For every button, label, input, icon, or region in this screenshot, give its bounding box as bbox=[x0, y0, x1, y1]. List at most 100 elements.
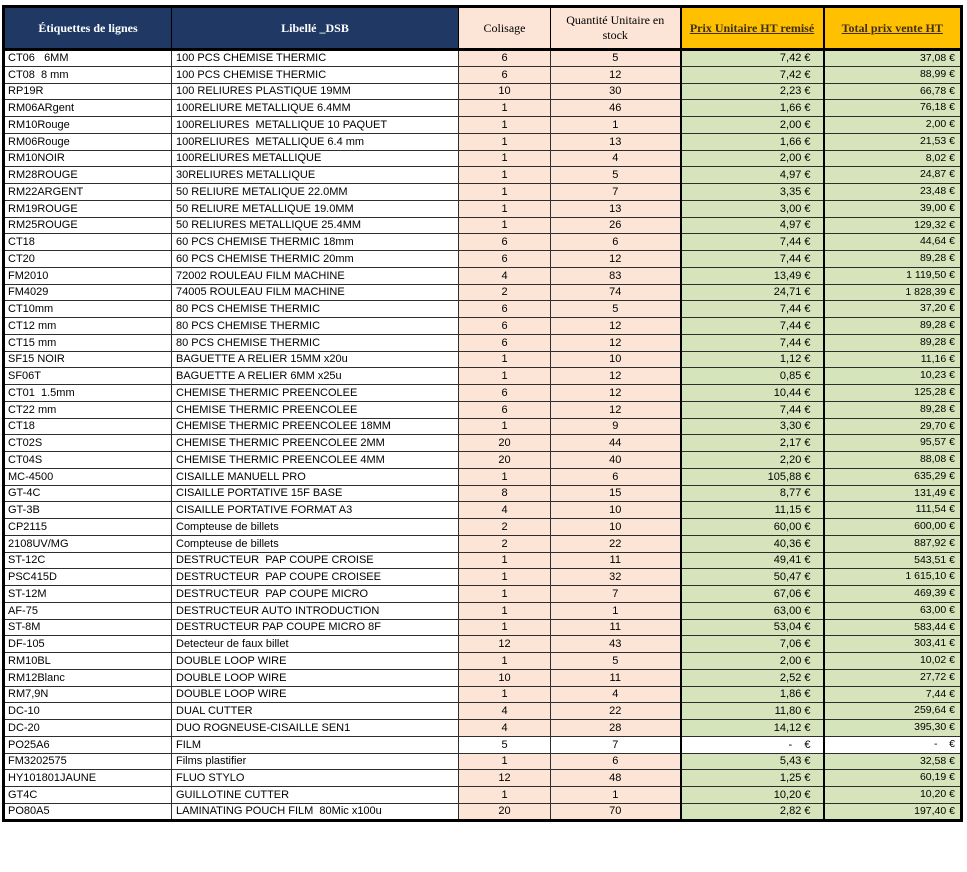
cell-total[interactable]: 44,64 € bbox=[822, 233, 962, 251]
cell-colisage[interactable]: 1 bbox=[458, 216, 551, 235]
cell-prix[interactable]: 13,49 € bbox=[679, 266, 824, 285]
cell-quantite[interactable]: 40 bbox=[550, 451, 681, 469]
cell-prix[interactable]: 2,17 € bbox=[679, 434, 824, 452]
cell-quantite[interactable]: 12 bbox=[550, 65, 681, 84]
header-etiquettes-de-lignes[interactable]: Étiquettes de lignes bbox=[3, 6, 172, 51]
cell-total[interactable]: 63,00 € bbox=[822, 601, 962, 620]
cell-colisage[interactable]: 1 bbox=[458, 652, 551, 670]
cell-quantite[interactable]: 74 bbox=[550, 283, 681, 302]
cell-total[interactable]: 89,28 € bbox=[822, 317, 962, 335]
cell-libelle[interactable]: DUAL CUTTER bbox=[171, 702, 459, 720]
cell-prix[interactable]: 7,44 € bbox=[679, 333, 824, 352]
cell-etiquette[interactable]: ST-12M bbox=[3, 585, 172, 603]
cell-total[interactable]: 131,49 € bbox=[822, 484, 962, 503]
cell-total[interactable]: 125,28 € bbox=[822, 384, 962, 402]
cell-prix[interactable]: 11,80 € bbox=[679, 702, 824, 720]
cell-etiquette[interactable]: ST-8M bbox=[3, 618, 172, 637]
cell-quantite[interactable]: 12 bbox=[550, 367, 681, 385]
cell-colisage[interactable]: 1 bbox=[458, 350, 551, 369]
cell-colisage[interactable]: 8 bbox=[458, 484, 551, 503]
cell-quantite[interactable]: 22 bbox=[550, 534, 681, 553]
cell-quantite[interactable]: 11 bbox=[550, 551, 681, 570]
cell-quantite[interactable]: 4 bbox=[550, 685, 681, 704]
cell-quantite[interactable]: 43 bbox=[550, 635, 681, 653]
cell-etiquette[interactable]: CT10mm bbox=[3, 300, 172, 318]
cell-total[interactable]: 60,19 € bbox=[822, 769, 962, 787]
cell-etiquette[interactable]: DC-10 bbox=[3, 702, 172, 720]
cell-quantite[interactable]: 5 bbox=[550, 49, 681, 67]
cell-prix[interactable]: 60,00 € bbox=[679, 518, 824, 536]
cell-etiquette[interactable]: PO25A6 bbox=[3, 735, 172, 754]
cell-total[interactable]: 29,70 € bbox=[822, 417, 962, 436]
cell-total[interactable]: 111,54 € bbox=[822, 501, 962, 519]
cell-colisage[interactable]: 6 bbox=[458, 400, 551, 419]
header-prix-unitaire-remise[interactable]: Prix Unitaire HT remisé bbox=[679, 6, 824, 51]
cell-total[interactable]: 887,92 € bbox=[822, 534, 962, 553]
cell-quantite[interactable]: 7 bbox=[550, 585, 681, 603]
cell-libelle[interactable]: 80 PCS CHEMISE THERMIC bbox=[171, 333, 459, 352]
cell-etiquette[interactable]: GT4C bbox=[3, 786, 172, 804]
cell-prix[interactable]: 2,00 € bbox=[679, 652, 824, 670]
cell-etiquette[interactable]: RM12Blanc bbox=[3, 668, 172, 687]
cell-quantite[interactable]: 1 bbox=[550, 601, 681, 620]
cell-total[interactable]: - € bbox=[822, 735, 962, 754]
cell-etiquette[interactable]: 2108UV/MG bbox=[3, 534, 172, 553]
cell-libelle[interactable]: 50 RELIURE METALLIQUE 19.0MM bbox=[171, 199, 459, 218]
cell-total[interactable]: 2,00 € bbox=[822, 116, 962, 134]
cell-colisage[interactable]: 20 bbox=[458, 451, 551, 469]
cell-etiquette[interactable]: RM10Rouge bbox=[3, 116, 172, 134]
cell-libelle[interactable]: CHEMISE THERMIC PREENCOLEE 2MM bbox=[171, 434, 459, 452]
cell-prix[interactable]: 7,44 € bbox=[679, 317, 824, 335]
cell-total[interactable]: 24,87 € bbox=[822, 166, 962, 184]
cell-prix[interactable]: 11,15 € bbox=[679, 501, 824, 519]
cell-prix[interactable]: 8,77 € bbox=[679, 484, 824, 503]
cell-prix[interactable]: 1,86 € bbox=[679, 685, 824, 704]
cell-etiquette[interactable]: MC-4500 bbox=[3, 467, 172, 486]
cell-quantite[interactable]: 10 bbox=[550, 518, 681, 536]
cell-total[interactable]: 583,44 € bbox=[822, 618, 962, 637]
cell-libelle[interactable]: DOUBLE LOOP WIRE bbox=[171, 668, 459, 687]
cell-total[interactable]: 197,40 € bbox=[822, 802, 962, 821]
cell-prix[interactable]: - € bbox=[679, 735, 824, 754]
cell-libelle[interactable]: CHEMISE THERMIC PREENCOLEE bbox=[171, 384, 459, 402]
cell-prix[interactable]: 7,44 € bbox=[679, 233, 824, 251]
cell-quantite[interactable]: 30 bbox=[550, 82, 681, 101]
cell-total[interactable]: 303,41 € bbox=[822, 635, 962, 653]
cell-etiquette[interactable]: CT06 6MM bbox=[3, 49, 172, 67]
cell-total[interactable]: 27,72 € bbox=[822, 668, 962, 687]
cell-colisage[interactable]: 6 bbox=[458, 333, 551, 352]
cell-prix[interactable]: 7,42 € bbox=[679, 49, 824, 67]
cell-colisage[interactable]: 1 bbox=[458, 132, 551, 151]
cell-libelle[interactable]: 80 PCS CHEMISE THERMIC bbox=[171, 317, 459, 335]
cell-total[interactable]: 469,39 € bbox=[822, 585, 962, 603]
cell-libelle[interactable]: DESTRUCTEUR AUTO INTRODUCTION bbox=[171, 601, 459, 620]
cell-colisage[interactable]: 1 bbox=[458, 551, 551, 570]
cell-libelle[interactable]: CISAILLE PORTATIVE FORMAT A3 bbox=[171, 501, 459, 519]
cell-colisage[interactable]: 20 bbox=[458, 434, 551, 452]
cell-etiquette[interactable]: RM10NOIR bbox=[3, 149, 172, 168]
cell-quantite[interactable]: 5 bbox=[550, 652, 681, 670]
header-quantite-unitaire[interactable]: Quantité Unitaire en stock bbox=[550, 6, 681, 51]
cell-total[interactable]: 259,64 € bbox=[822, 702, 962, 720]
cell-libelle[interactable]: 100RELIURES METALLIQUE bbox=[171, 149, 459, 168]
cell-quantite[interactable]: 11 bbox=[550, 618, 681, 637]
cell-libelle[interactable]: 74005 ROULEAU FILM MACHINE bbox=[171, 283, 459, 302]
cell-etiquette[interactable]: CT02S bbox=[3, 434, 172, 452]
cell-colisage[interactable]: 1 bbox=[458, 601, 551, 620]
cell-etiquette[interactable]: RM19ROUGE bbox=[3, 199, 172, 218]
cell-libelle[interactable]: CHEMISE THERMIC PREENCOLEE bbox=[171, 400, 459, 419]
cell-total[interactable]: 95,57 € bbox=[822, 434, 962, 452]
header-total-prix-vente[interactable]: Total prix vente HT bbox=[822, 6, 962, 51]
cell-prix[interactable]: 10,44 € bbox=[679, 384, 824, 402]
cell-colisage[interactable]: 2 bbox=[458, 518, 551, 536]
cell-colisage[interactable]: 20 bbox=[458, 802, 551, 821]
cell-colisage[interactable]: 1 bbox=[458, 166, 551, 184]
cell-prix[interactable]: 10,20 € bbox=[679, 786, 824, 804]
cell-etiquette[interactable]: GT-4C bbox=[3, 484, 172, 503]
cell-total[interactable]: 89,28 € bbox=[822, 400, 962, 419]
cell-etiquette[interactable]: SF15 NOIR bbox=[3, 350, 172, 369]
cell-prix[interactable]: 1,12 € bbox=[679, 350, 824, 369]
cell-prix[interactable]: 24,71 € bbox=[679, 283, 824, 302]
cell-prix[interactable]: 5,43 € bbox=[679, 752, 824, 771]
cell-quantite[interactable]: 13 bbox=[550, 199, 681, 218]
